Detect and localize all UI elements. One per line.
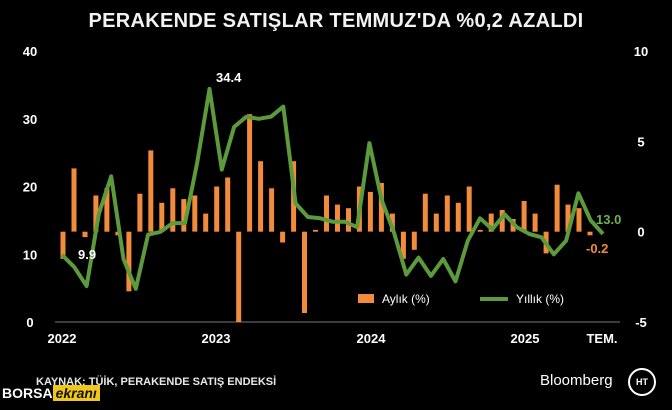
x-tick-label: 2025 — [511, 331, 540, 346]
annotation-minus-0-2: -0.2 — [586, 241, 608, 256]
bar-monthly — [60, 231, 66, 259]
line-annual — [60, 86, 605, 291]
bar-monthly — [236, 231, 242, 322]
x-tick-label: 2022 — [48, 331, 77, 346]
bar-monthly — [82, 231, 88, 238]
annotation-34-4: 34.4 — [216, 70, 242, 85]
bloomberg-logo: Bloomberg — [540, 372, 613, 389]
right-tick-label: 10 — [634, 44, 648, 59]
bar-monthly — [148, 150, 154, 232]
right-tick-label: -5 — [635, 315, 647, 330]
labels-layer: 9.9 34.4 13.0 -0.2 — [78, 70, 621, 262]
bar-monthly — [521, 201, 527, 232]
chart-title: PERAKENDE SATIŞLAR TEMMUZ'DA %0,2 AZALDI — [88, 10, 584, 32]
bar-monthly — [137, 193, 143, 232]
bar-monthly — [159, 202, 165, 232]
legend-bar-swatch — [358, 294, 374, 303]
left-tick-label: 30 — [23, 112, 37, 127]
bar-monthly — [499, 210, 505, 232]
left-tick-label: 20 — [23, 180, 37, 195]
ht-logo-icon: HT — [628, 368, 656, 396]
legend-bar-label: Aylık (%) — [382, 292, 430, 306]
bar-monthly — [258, 161, 264, 232]
bar-monthly — [565, 204, 571, 232]
bar-monthly — [313, 229, 318, 232]
bar-monthly — [269, 188, 275, 232]
left-tick-label: 40 — [23, 44, 37, 59]
left-tick-label: 10 — [23, 247, 37, 262]
bar-monthly — [367, 191, 373, 232]
bar-monthly — [378, 182, 384, 232]
bar-monthly — [400, 231, 406, 259]
borsa-ekrani-watermark: BORSA ekranı — [2, 385, 100, 401]
axes-layer: 0 10 20 30 40 -5 0 5 10 2022 2023 2024 2025 TEM. — [23, 44, 648, 346]
legend: Aylık (%) Yıllık (%) — [358, 292, 564, 306]
bar-monthly — [335, 204, 340, 232]
bar-monthly — [587, 231, 593, 236]
bar-monthly — [104, 188, 110, 232]
bar-monthly — [576, 208, 582, 232]
bar-monthly — [247, 114, 253, 232]
right-tick-label: 5 — [637, 134, 644, 149]
bar-monthly — [389, 213, 395, 232]
bar-monthly — [433, 213, 439, 232]
bar-monthly — [93, 195, 99, 232]
left-tick-label: 0 — [26, 315, 33, 330]
bar-monthly — [71, 168, 77, 232]
bar-monthly — [477, 229, 483, 232]
bar-monthly — [422, 193, 428, 232]
annotation-13-0: 13.0 — [596, 212, 621, 227]
bar-monthly — [466, 186, 472, 232]
bar-monthly — [411, 231, 417, 250]
bar-monthly — [444, 195, 450, 232]
bars-layer — [60, 114, 593, 322]
bar-monthly — [126, 231, 132, 292]
x-tick-label: 2023 — [202, 331, 231, 346]
bar-monthly — [488, 213, 494, 232]
bar-monthly — [554, 184, 560, 232]
bar-monthly — [455, 202, 461, 232]
bar-monthly — [280, 231, 286, 243]
legend-line-label: Yıllık (%) — [516, 292, 564, 306]
x-tick-label: TEM. — [586, 331, 617, 346]
watermark-part-1: BORSA — [2, 385, 53, 401]
bar-monthly — [302, 231, 307, 313]
watermark-part-2: ekranı — [52, 385, 100, 401]
bar-monthly — [324, 195, 329, 232]
line-layer — [60, 86, 605, 291]
bar-monthly — [532, 213, 538, 232]
right-tick-label: 0 — [637, 225, 644, 240]
bar-monthly — [203, 213, 209, 232]
annotation-9-9: 9.9 — [78, 247, 96, 262]
bar-monthly — [214, 186, 220, 232]
bar-monthly — [170, 188, 176, 232]
bar-monthly — [192, 195, 198, 232]
bar-monthly — [181, 199, 187, 232]
bar-monthly — [225, 177, 231, 232]
bar-monthly — [346, 208, 351, 232]
x-tick-label: 2024 — [357, 331, 387, 346]
